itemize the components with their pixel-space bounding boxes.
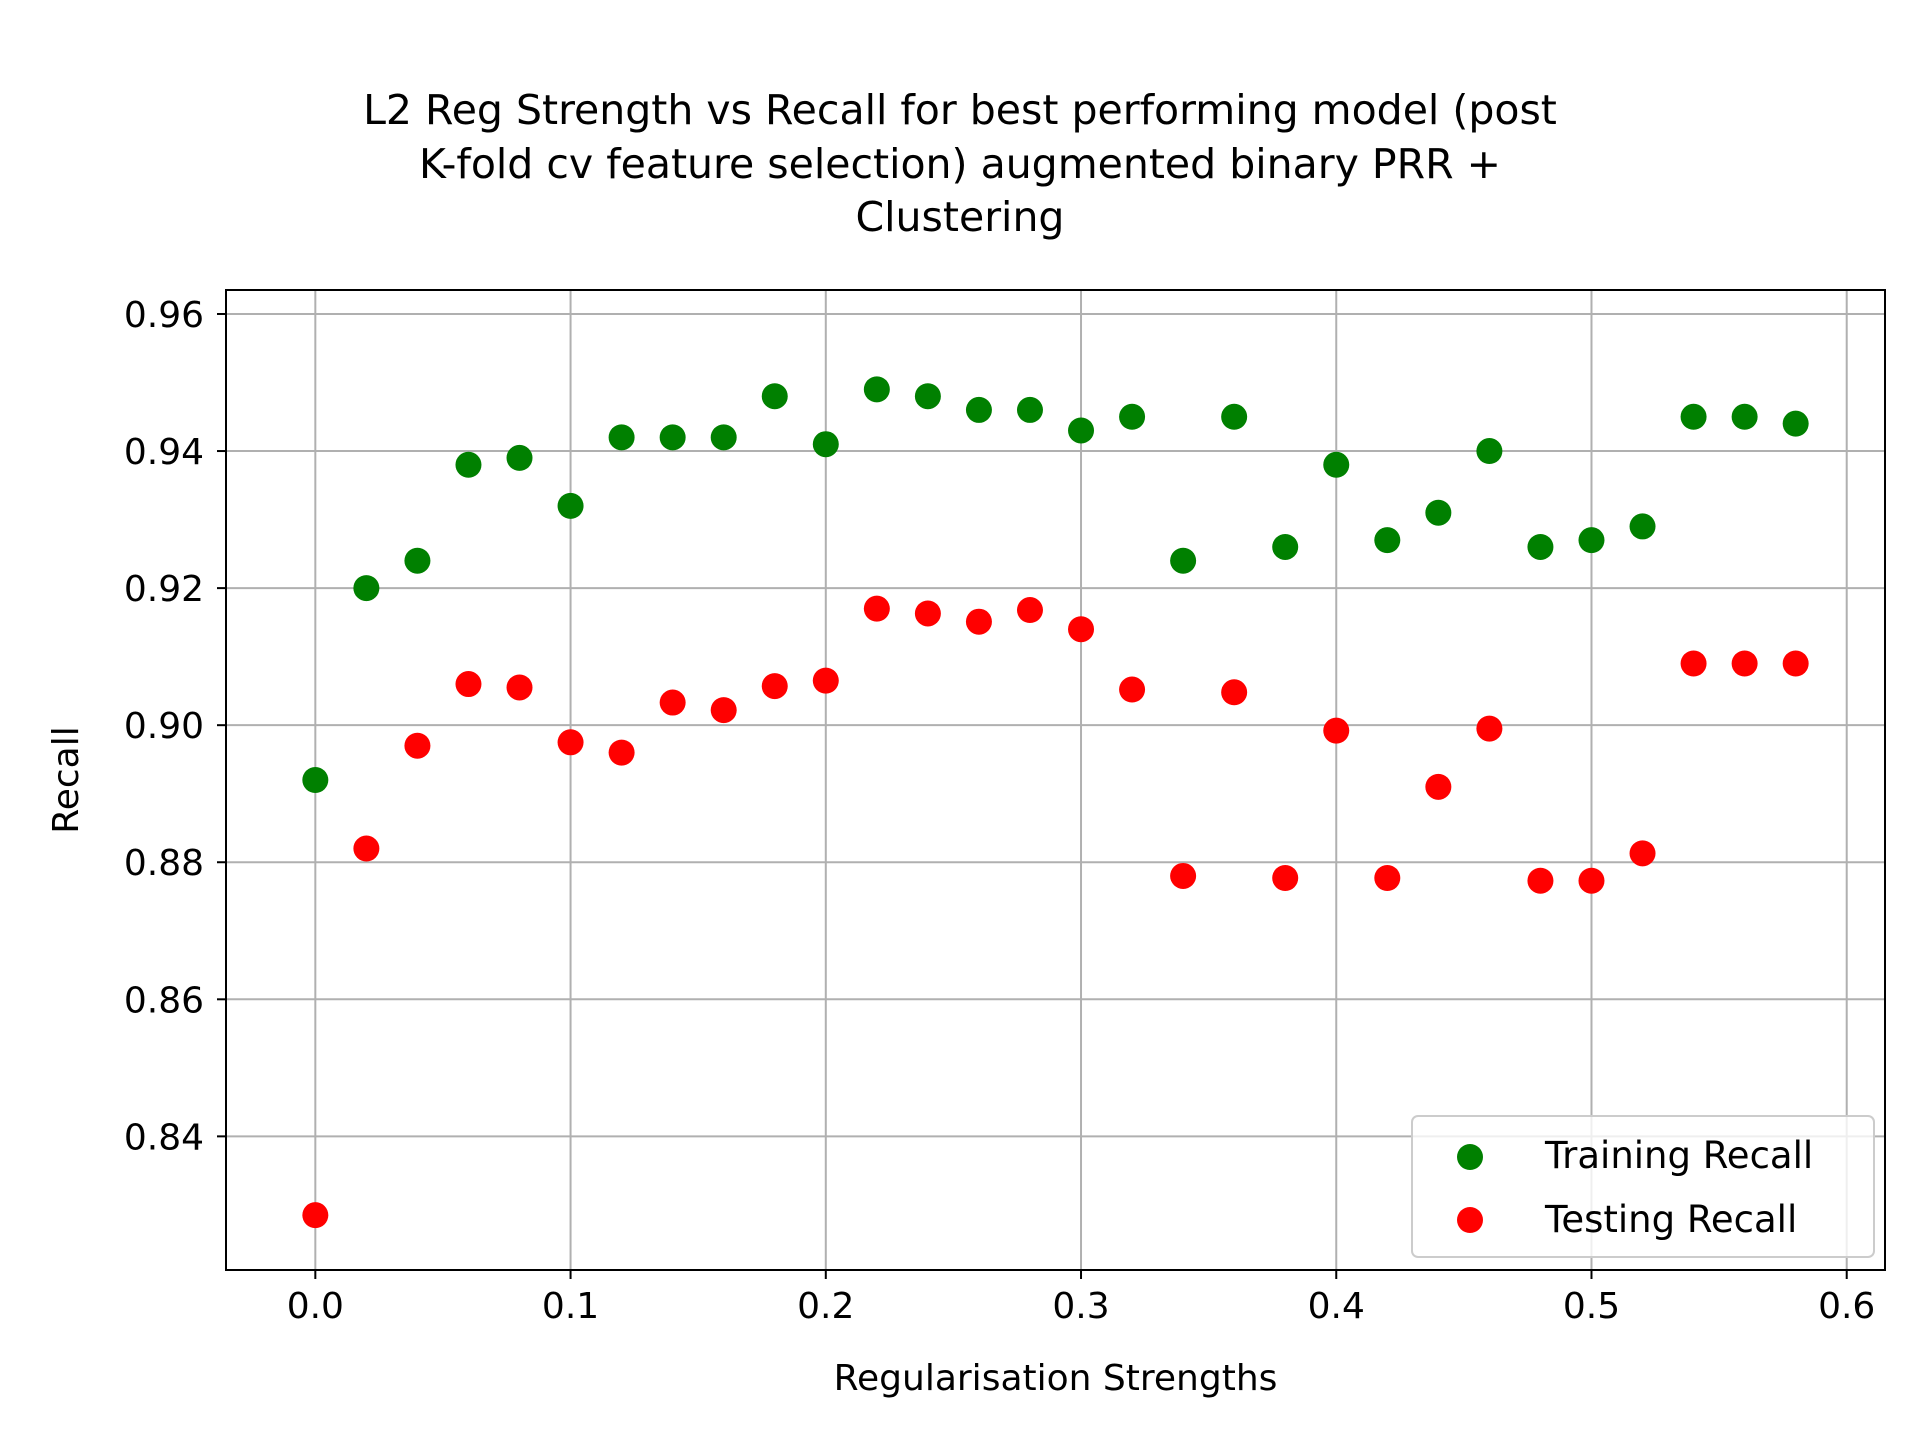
series-0 [302, 376, 1809, 793]
testing-point [404, 732, 431, 759]
y-tick-label: 0.90 [124, 706, 204, 747]
training-point [1578, 527, 1605, 554]
training-point [914, 383, 941, 410]
testing-point [1629, 840, 1656, 867]
testing-point [1527, 867, 1554, 894]
x-tick-label: 0.6 [1818, 1286, 1875, 1327]
series-1 [302, 595, 1809, 1229]
training-point [1068, 417, 1095, 444]
y-axis-label: Recall [46, 726, 87, 833]
training-point [557, 492, 584, 519]
testing-point [1272, 865, 1299, 891]
training-point [1119, 403, 1146, 430]
training-point [1731, 403, 1758, 430]
legend-box [1411, 1115, 1875, 1258]
chart-title-line-2: K-fold cv feature selection) augmented b… [419, 140, 1501, 188]
testing-point [659, 689, 686, 716]
testing-point [812, 667, 839, 694]
legend: Training Recall Testing Recall [1411, 1115, 1875, 1258]
y-tick-label: 0.92 [124, 569, 204, 610]
testing-point [353, 835, 380, 862]
legend-marker-training [1457, 1144, 1483, 1170]
training-point [608, 424, 635, 451]
training-point [302, 767, 329, 793]
training-point [659, 424, 686, 451]
legend-label-testing: Testing Recall [1544, 1198, 1797, 1241]
y-tick-label: 0.96 [124, 295, 204, 336]
training-point [1170, 547, 1197, 574]
training-point [965, 396, 992, 423]
training-point [1782, 410, 1809, 437]
x-tick-label: 0.1 [542, 1286, 599, 1327]
y-tick-label: 0.84 [124, 1117, 204, 1158]
testing-point [1374, 865, 1401, 891]
training-point [1629, 513, 1656, 540]
training-point [1221, 403, 1248, 430]
testing-point [302, 1202, 329, 1229]
testing-point [1016, 597, 1043, 624]
data-points [302, 376, 1809, 1229]
y-tick-label: 0.86 [124, 980, 204, 1021]
training-point [506, 444, 533, 471]
training-point [710, 424, 737, 451]
x-axis-label: Regularisation Strengths [834, 1358, 1278, 1399]
testing-point [710, 697, 737, 724]
testing-point [455, 671, 482, 698]
axis-ticks: 0.0 0.1 0.2 0.3 0.4 0.5 0.6 0.84 0.86 0.88 0.90 0.9… [124, 295, 1876, 1327]
testing-point [863, 595, 890, 622]
training-point [1476, 438, 1503, 465]
x-tick-label: 0.3 [1052, 1286, 1109, 1327]
x-tick-label: 0.4 [1308, 1286, 1365, 1327]
training-point [404, 547, 431, 574]
testing-point [1170, 862, 1197, 889]
training-point [1527, 533, 1554, 560]
training-point [761, 383, 788, 410]
chart-title-line-3: Clustering [855, 193, 1065, 241]
testing-point [1578, 867, 1605, 894]
legend-label-training: Training Recall [1544, 1134, 1813, 1177]
training-point [353, 575, 380, 602]
y-tick-label: 0.88 [124, 843, 204, 884]
testing-point [1119, 676, 1146, 703]
training-point [812, 431, 839, 458]
testing-point [914, 600, 941, 627]
testing-point [1221, 679, 1248, 706]
testing-point [1476, 715, 1503, 742]
y-tick-label: 0.94 [124, 432, 204, 473]
training-point [1323, 451, 1350, 478]
training-point [863, 376, 890, 403]
testing-point [1068, 616, 1095, 643]
x-tick-label: 0.0 [287, 1286, 344, 1327]
training-point [1272, 533, 1299, 560]
testing-point [1731, 650, 1758, 677]
training-point [1680, 403, 1707, 430]
x-tick-label: 0.2 [797, 1286, 854, 1327]
training-point [1016, 396, 1043, 423]
testing-point [1782, 650, 1809, 677]
testing-point [1680, 650, 1707, 677]
plot-frame [225, 289, 1886, 1271]
testing-point [608, 739, 635, 766]
testing-point [761, 673, 788, 700]
legend-marker-testing [1457, 1207, 1483, 1233]
testing-point [506, 674, 533, 701]
training-point [1425, 499, 1452, 526]
x-tick-label: 0.5 [1563, 1286, 1620, 1327]
testing-point [557, 729, 584, 756]
training-point [455, 451, 482, 478]
training-point [1374, 527, 1401, 554]
testing-point [1425, 773, 1452, 800]
testing-point [1323, 717, 1350, 744]
chart-title-line-1: L2 Reg Strength vs Recall for best perfo… [363, 86, 1557, 134]
testing-point [965, 608, 992, 635]
